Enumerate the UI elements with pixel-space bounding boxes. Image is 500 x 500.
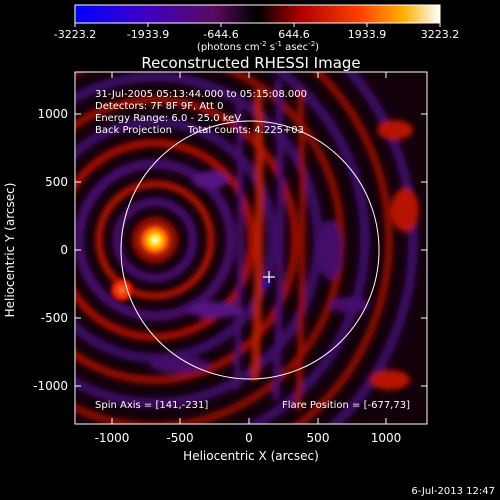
x-axis-ticks (111, 72, 387, 424)
colorbar (74, 4, 441, 24)
flare-position-text: Flare Position = [-677,73] (282, 400, 410, 411)
y-axis-label: Heliocentric Y (arcsec) (3, 183, 17, 318)
secondary-source (108, 276, 136, 304)
info-line-method: Back Projection Total counts: 4.225+03 (95, 125, 304, 136)
solar-limb-circle (120, 120, 380, 380)
y-tick-label: -1000 (33, 379, 68, 393)
colorbar-ticks (74, 23, 441, 27)
y-tick-label: 500 (45, 175, 68, 189)
spin-axis-text: Spin Axis = [141,-231] (95, 400, 208, 411)
x-tick-label: 0 (245, 431, 253, 445)
y-axis-ticks (75, 113, 427, 387)
flare-source (135, 220, 175, 260)
x-axis-label: Heliocentric X (arcsec) (183, 449, 319, 463)
info-line-time: 31-Jul-2005 05:13:44.000 to 05:15:08.000 (95, 89, 307, 100)
info-line-energy: Energy Range: 6.0 - 25.0 keV (95, 113, 241, 124)
image-title: Reconstructed RHESSI Image (141, 54, 360, 72)
colorbar-tick-label: 644.6 (278, 28, 310, 41)
y-tick-label: -500 (41, 311, 68, 325)
colorbar-tick-label: -3223.2 (54, 28, 96, 41)
colorbar-tick-label: -1933.9 (127, 28, 169, 41)
x-tick-label: -500 (166, 431, 193, 445)
colorbar-tick-label: -644.6 (203, 28, 238, 41)
footer-timestamp: 6-Jul-2013 12:47 (411, 486, 495, 497)
x-tick-label: 1000 (371, 431, 402, 445)
spin-axis-marker (263, 271, 275, 283)
x-tick-label: -1000 (95, 431, 130, 445)
x-tick-label: 500 (307, 431, 330, 445)
plot-frame (74, 71, 428, 425)
colorbar-tick-label: 1933.9 (348, 28, 387, 41)
colorbar-tick-label: 3223.2 (421, 28, 460, 41)
colorbar-units: (photons cm-2 s-1 asec-2) (197, 40, 319, 53)
y-tick-label: 0 (60, 243, 68, 257)
y-tick-label: 1000 (37, 107, 68, 121)
info-line-detectors: Detectors: 7F 8F 9F, Att 0 (95, 101, 223, 112)
reconstructed-image (75, 72, 427, 424)
